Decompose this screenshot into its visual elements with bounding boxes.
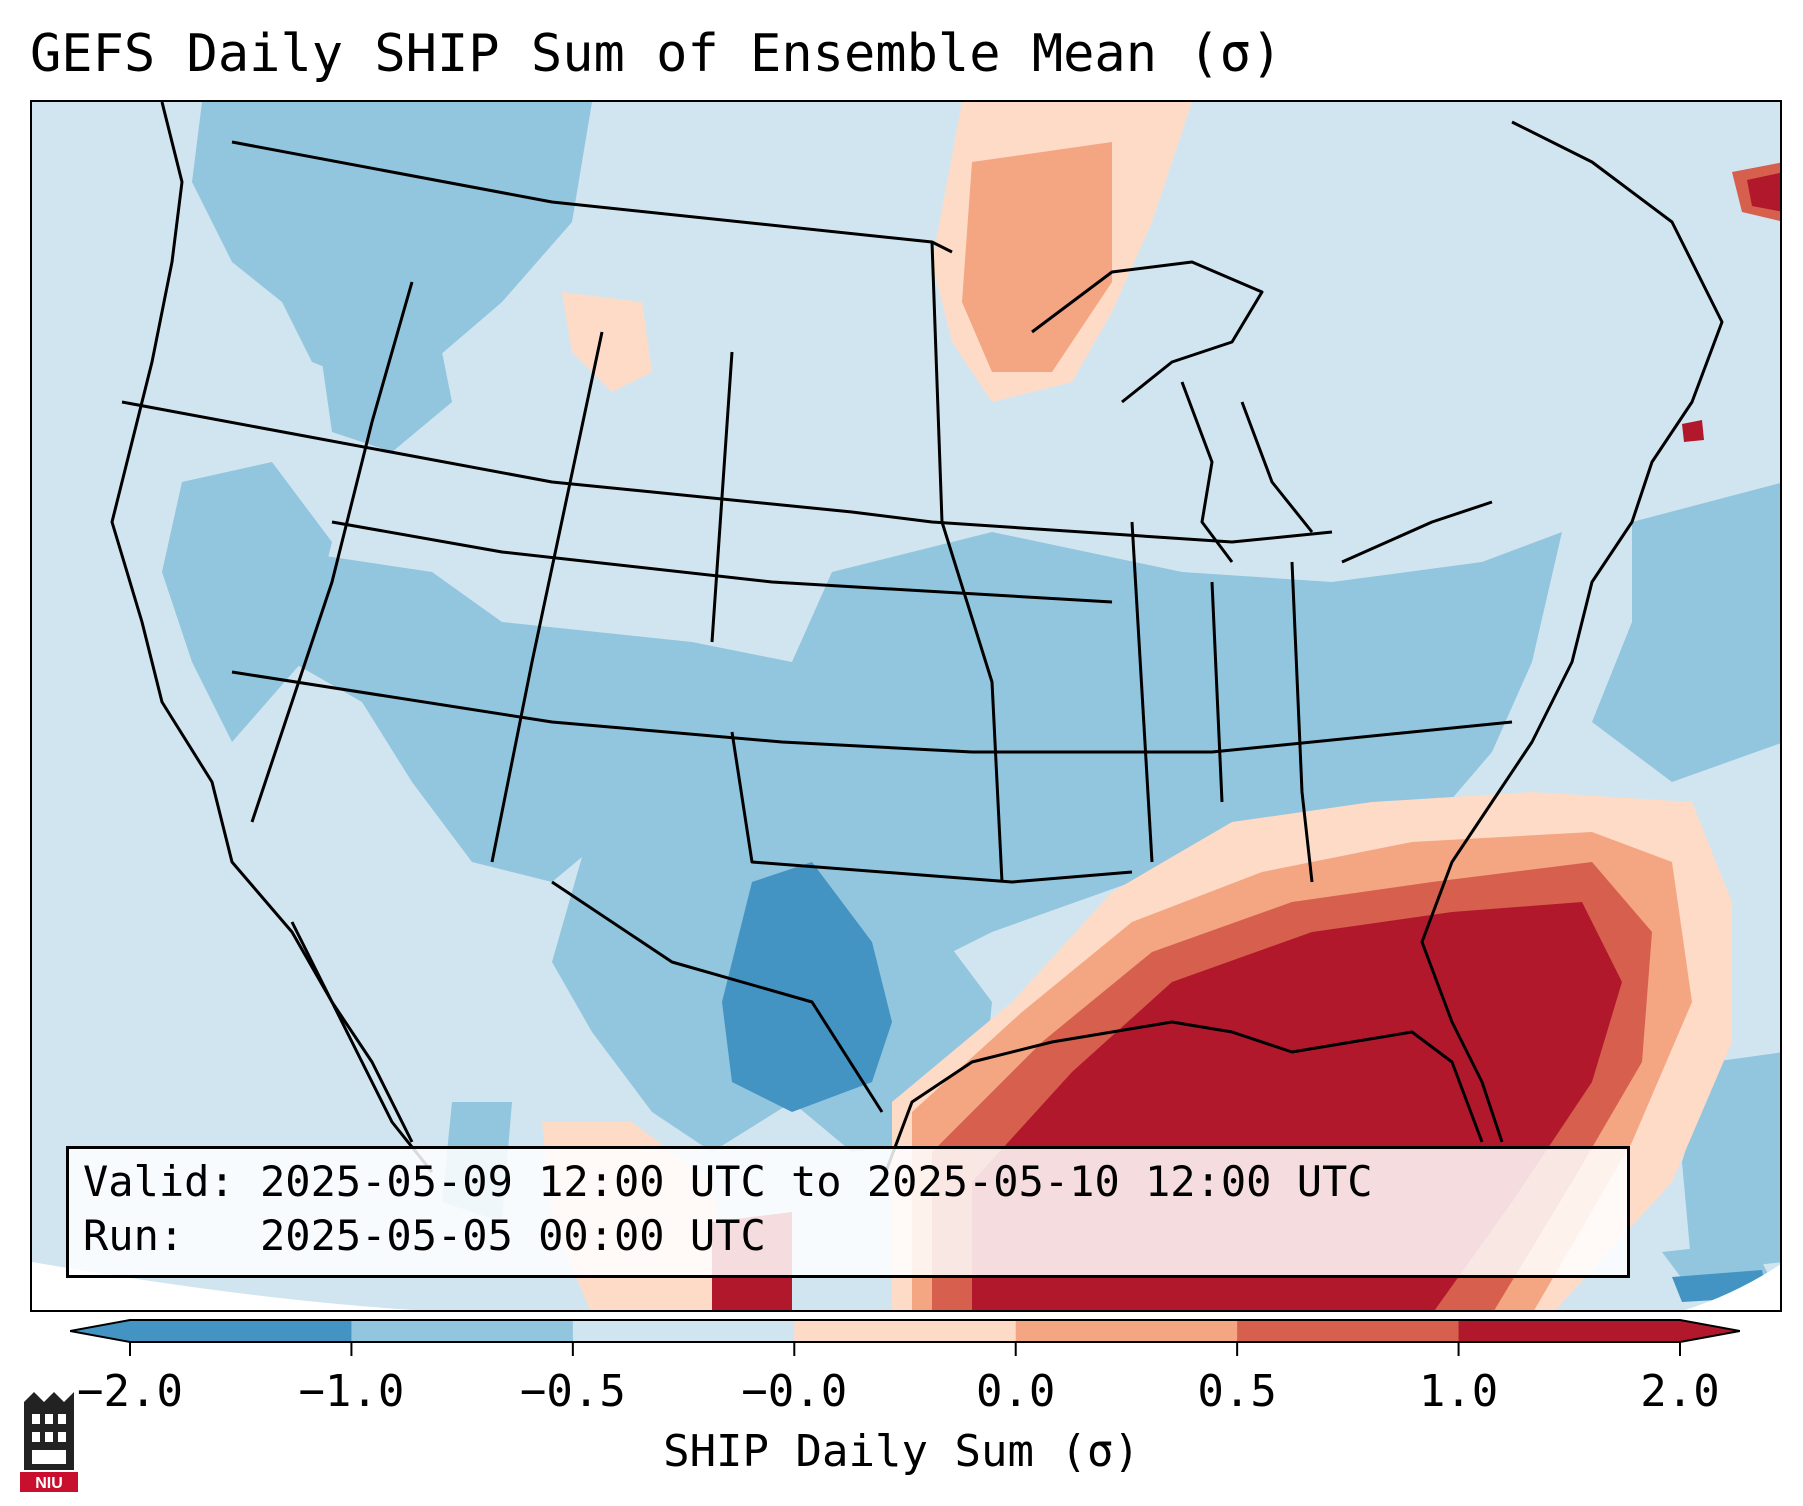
colorbar-segment [572,1320,795,1342]
colorbar-tick-label: −2.0 [77,1366,183,1417]
colorbar-label: SHIP Daily Sum (σ) [663,1426,1140,1477]
colorbar-tick-label: −0.0 [741,1366,848,1417]
colorbar-tick-label: 0.5 [1197,1366,1277,1417]
colorbar-segment [1237,1320,1460,1342]
colorbar-tick-label: −0.5 [519,1366,626,1417]
colorbar-segment [794,1320,1017,1342]
colorbar-under-extend [70,1320,130,1342]
colorbar-tick-label: 2.0 [1640,1366,1720,1417]
colorbar-segment [130,1320,352,1342]
map-panel [30,100,1782,1312]
colorbar-segment [1015,1320,1238,1342]
colorbar-segment [351,1320,574,1342]
valid-time-line: Valid: 2025-05-09 12:00 UTC to 2025-05-1… [83,1157,1373,1206]
colorbar-tick-label: 1.0 [1418,1366,1499,1417]
colorbar [70,1319,1740,1356]
niu-logo: NIU [20,1392,78,1492]
run-time-line: Run: 2025-05-05 00:00 UTC [83,1211,766,1260]
ship-field [32,102,1780,1310]
svg-text:NIU: NIU [35,1475,63,1492]
colorbar-over-extend [1680,1320,1740,1342]
map-title: GEFS Daily SHIP Sum of Ensemble Mean (σ) [30,24,1283,84]
colorbar-tick-label: −1.0 [298,1366,405,1417]
colorbar-segment [1458,1320,1681,1342]
colorbar-tick-label: 0.0 [975,1366,1056,1417]
valid-run-info-box: Valid: 2025-05-09 12:00 UTC to 2025-05-1… [66,1146,1630,1278]
